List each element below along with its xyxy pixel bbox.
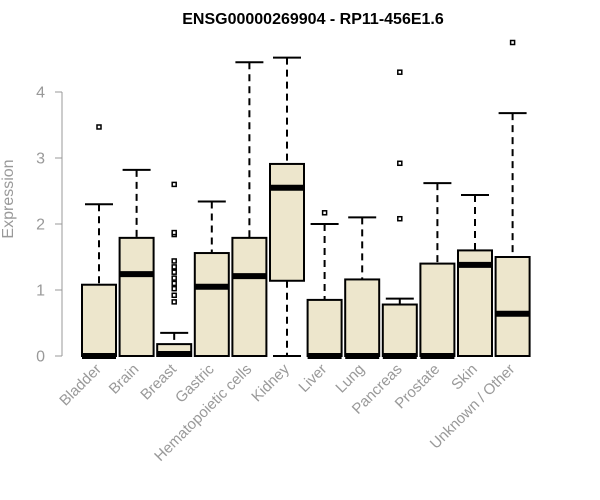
outlier-point — [321, 210, 328, 216]
y-tick-label: 2 — [36, 217, 45, 234]
box-group — [419, 182, 456, 359]
box-iqr — [494, 256, 531, 357]
outlier-point — [171, 229, 177, 236]
box-group — [457, 193, 493, 357]
outlier-point — [171, 181, 177, 188]
box-group — [381, 69, 418, 359]
outlier-point — [171, 258, 177, 264]
box-group — [81, 124, 117, 359]
box-series — [81, 39, 531, 359]
box-iqr — [419, 262, 456, 358]
outlier-point — [509, 39, 516, 46]
x-tick-label: Skin — [448, 361, 481, 394]
box-group — [118, 168, 155, 357]
chart-title: ENSG00000269904 - RP11-456E1.6 — [182, 11, 444, 28]
outlier-point — [96, 124, 102, 130]
x-tick-label: Bladder — [56, 361, 105, 410]
y-tick-label: 3 — [36, 151, 45, 168]
y-axis: 0 1 2 3 4 — [36, 85, 63, 366]
outlier-point — [171, 264, 177, 270]
box-iqr — [118, 236, 155, 357]
box-group — [306, 210, 343, 359]
box-iqr — [193, 252, 230, 357]
box-group — [156, 181, 193, 358]
box-iqr — [457, 249, 493, 357]
box-iqr — [269, 162, 305, 282]
box-group — [344, 216, 381, 359]
outlier-point — [171, 275, 177, 281]
outlier-point — [171, 280, 177, 287]
y-tick-label: 4 — [36, 85, 45, 102]
outlier-point — [171, 269, 177, 275]
x-tick-label: Kidney — [248, 360, 293, 405]
box-iqr — [306, 298, 343, 357]
outlier-point — [397, 69, 403, 75]
y-tick-label: 1 — [36, 283, 45, 300]
outlier-point — [171, 299, 177, 305]
outlier-point — [171, 285, 177, 292]
box-iqr — [81, 283, 117, 357]
box-group — [231, 61, 268, 357]
box-iqr — [231, 236, 268, 357]
y-axis-label: Expression — [0, 159, 17, 238]
x-tick-label: Liver — [295, 361, 330, 396]
box-iqr — [381, 303, 418, 357]
box-group — [494, 39, 531, 357]
box-group — [269, 56, 305, 357]
outlier-point — [397, 160, 403, 167]
box-group — [193, 200, 230, 357]
y-tick-label: 0 — [36, 349, 45, 366]
outlier-point — [397, 215, 403, 222]
outlier-point — [171, 292, 177, 299]
box-iqr — [344, 278, 381, 357]
